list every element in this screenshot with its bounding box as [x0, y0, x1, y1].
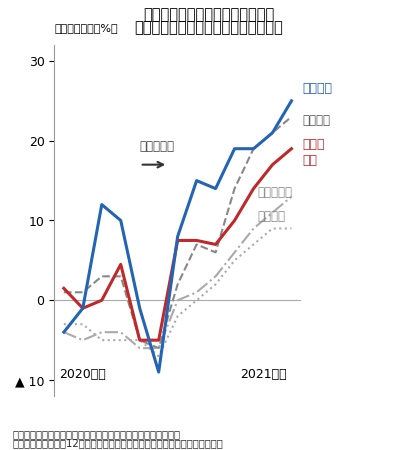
Text: 家事雑貨: 家事雑貨 — [257, 210, 285, 223]
Text: 2021年度: 2021年度 — [240, 368, 286, 381]
Text: 家具の家計支出は例年に比べ好調: 家具の家計支出は例年に比べ好調 — [143, 7, 275, 22]
Text: 定額給付金: 定額給付金 — [140, 140, 175, 153]
Text: 在宅時間の拡大、給付金効果も追い風: 在宅時間の拡大、給付金効果も追い風 — [135, 20, 283, 35]
Text: 一般家具: 一般家具 — [303, 82, 333, 95]
Text: （前年同月比、%）: （前年同月比、%） — [54, 23, 118, 33]
Text: ネット: ネット — [303, 138, 325, 151]
Text: ［出典］「家計調査」「家計消費動向調査」（総務省統計局）: ［出典］「家計調査」「家計消費動向調査」（総務省統計局） — [13, 429, 181, 439]
Text: ［注］各月の数値は12カ月移動平均値、ネット家具は「楽器」を除く月合計: ［注］各月の数値は12カ月移動平均値、ネット家具は「楽器」を除く月合計 — [13, 438, 223, 448]
Text: 家具: 家具 — [303, 154, 318, 167]
Text: 2020年度: 2020年度 — [59, 368, 106, 381]
Text: 寝具用品: 寝具用品 — [303, 114, 331, 127]
Text: インテリア: インテリア — [257, 186, 292, 199]
